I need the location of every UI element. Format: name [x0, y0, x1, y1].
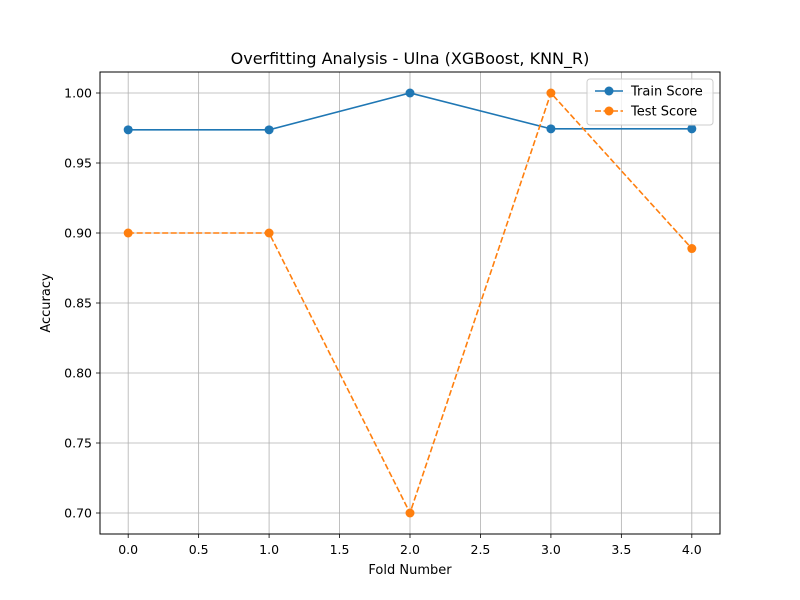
test-score-point — [405, 508, 415, 518]
x-tick-label: 0.5 — [189, 542, 209, 557]
y-tick-label: 0.80 — [64, 366, 92, 381]
train-score-point — [546, 124, 556, 134]
y-tick-label: 0.70 — [64, 506, 92, 521]
train-score-series — [123, 88, 697, 135]
axes-ticks: 0.0 0.5 1.0 1.5 2.0 2.5 3.0 3.5 4.0 0.70 0.75 0.80 0… — [64, 86, 702, 558]
legend-train-score-marker — [604, 86, 614, 96]
legend-train-score-label: Train Score — [630, 85, 703, 100]
y-tick-label: 0.75 — [64, 436, 92, 451]
chart-title: Overfitting Analysis - Ulna (XGBoost, KN… — [231, 49, 590, 69]
y-tick-label: 1.00 — [64, 86, 92, 101]
x-tick-label: 3.5 — [611, 542, 631, 557]
test-score-series — [123, 88, 697, 518]
test-score-point — [123, 228, 133, 238]
test-score-point — [546, 88, 556, 98]
train-score-point — [405, 88, 415, 98]
train-score-point — [264, 125, 274, 135]
legend: Train Score Test Score — [586, 78, 714, 126]
test-score-point — [687, 244, 697, 254]
y-axis-label: Accuracy — [39, 273, 54, 333]
x-tick-label: 2.5 — [471, 542, 491, 557]
x-tick-label: 1.0 — [259, 542, 279, 557]
x-tick-label: 4.0 — [682, 542, 702, 557]
y-tick-label: 0.85 — [64, 296, 92, 311]
train-score-point — [123, 125, 133, 135]
train-score-point — [687, 124, 697, 134]
legend-test-score-label: Test Score — [630, 105, 697, 120]
x-axis-label: Fold Number — [368, 563, 452, 578]
x-tick-label: 3.0 — [541, 542, 561, 557]
x-tick-label: 2.0 — [400, 542, 420, 557]
legend-test-score-marker — [604, 106, 614, 116]
y-tick-label: 0.90 — [64, 226, 92, 241]
series — [123, 88, 697, 518]
x-tick-label: 1.5 — [330, 542, 350, 557]
test-score-point — [264, 228, 274, 238]
y-tick-label: 0.95 — [64, 156, 92, 171]
x-tick-label: 0.0 — [118, 542, 138, 557]
